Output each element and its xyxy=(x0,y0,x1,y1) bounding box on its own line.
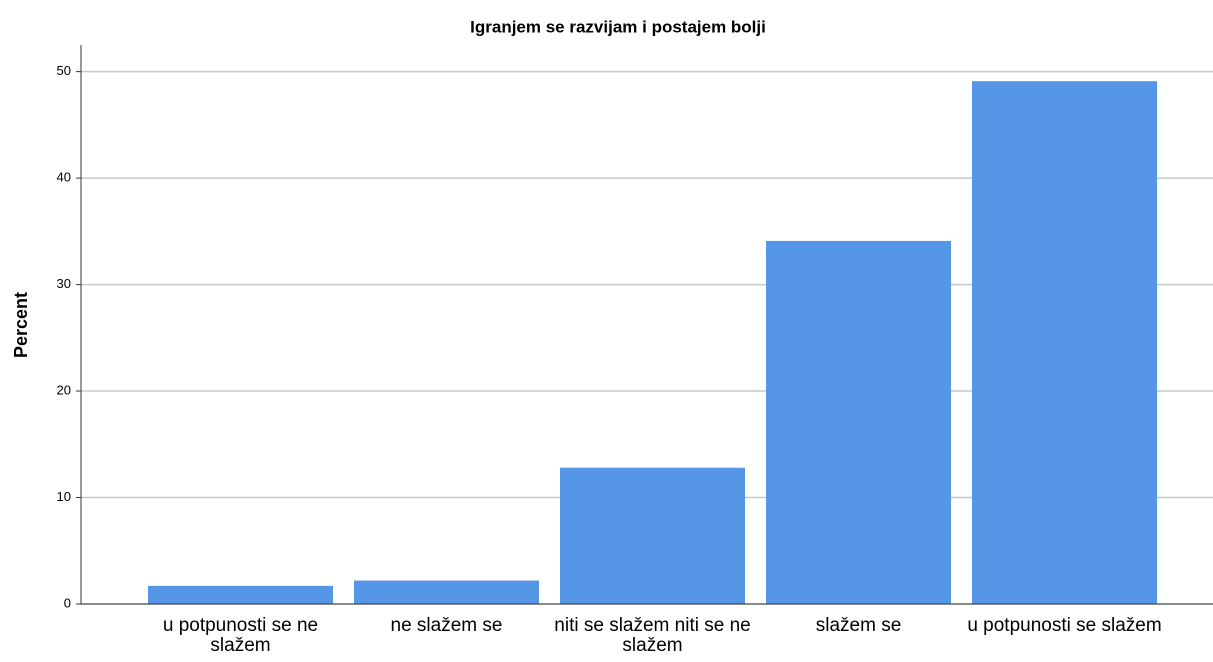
x-tick-label-box: u potpunosti se ne slažem xyxy=(162,616,319,656)
y-tick-label: 10 xyxy=(57,489,71,504)
chart-title: Igranjem se razvijam i postajem bolji xyxy=(470,17,766,36)
y-axis-label: Percent xyxy=(11,292,31,358)
x-tick-label-box: slažem se xyxy=(815,616,902,636)
x-tick-label-box: ne slažem se xyxy=(390,616,503,636)
bar xyxy=(972,81,1157,604)
x-tick-label: u potpunosti se slažem xyxy=(967,616,1162,636)
bar xyxy=(354,580,539,604)
x-tick-label: ne slažem se xyxy=(390,616,503,636)
y-tick-label: 50 xyxy=(57,63,71,78)
bar xyxy=(148,585,333,604)
y-tick-label: 20 xyxy=(57,382,71,397)
y-tick-label: 40 xyxy=(57,170,71,185)
x-tick-label-box: u potpunosti se slažem xyxy=(967,616,1162,636)
x-tick-label: u potpunosti se ne slažem xyxy=(162,616,319,656)
bar xyxy=(560,467,745,604)
y-tick-label: 0 xyxy=(64,595,71,610)
bar xyxy=(766,240,951,604)
x-tick-label: slažem se xyxy=(815,616,902,636)
x-tick-label: niti se slažem niti se ne slažem xyxy=(554,616,751,656)
y-tick-label: 30 xyxy=(57,276,71,291)
x-tick-label-box: niti se slažem niti se ne slažem xyxy=(554,616,751,656)
